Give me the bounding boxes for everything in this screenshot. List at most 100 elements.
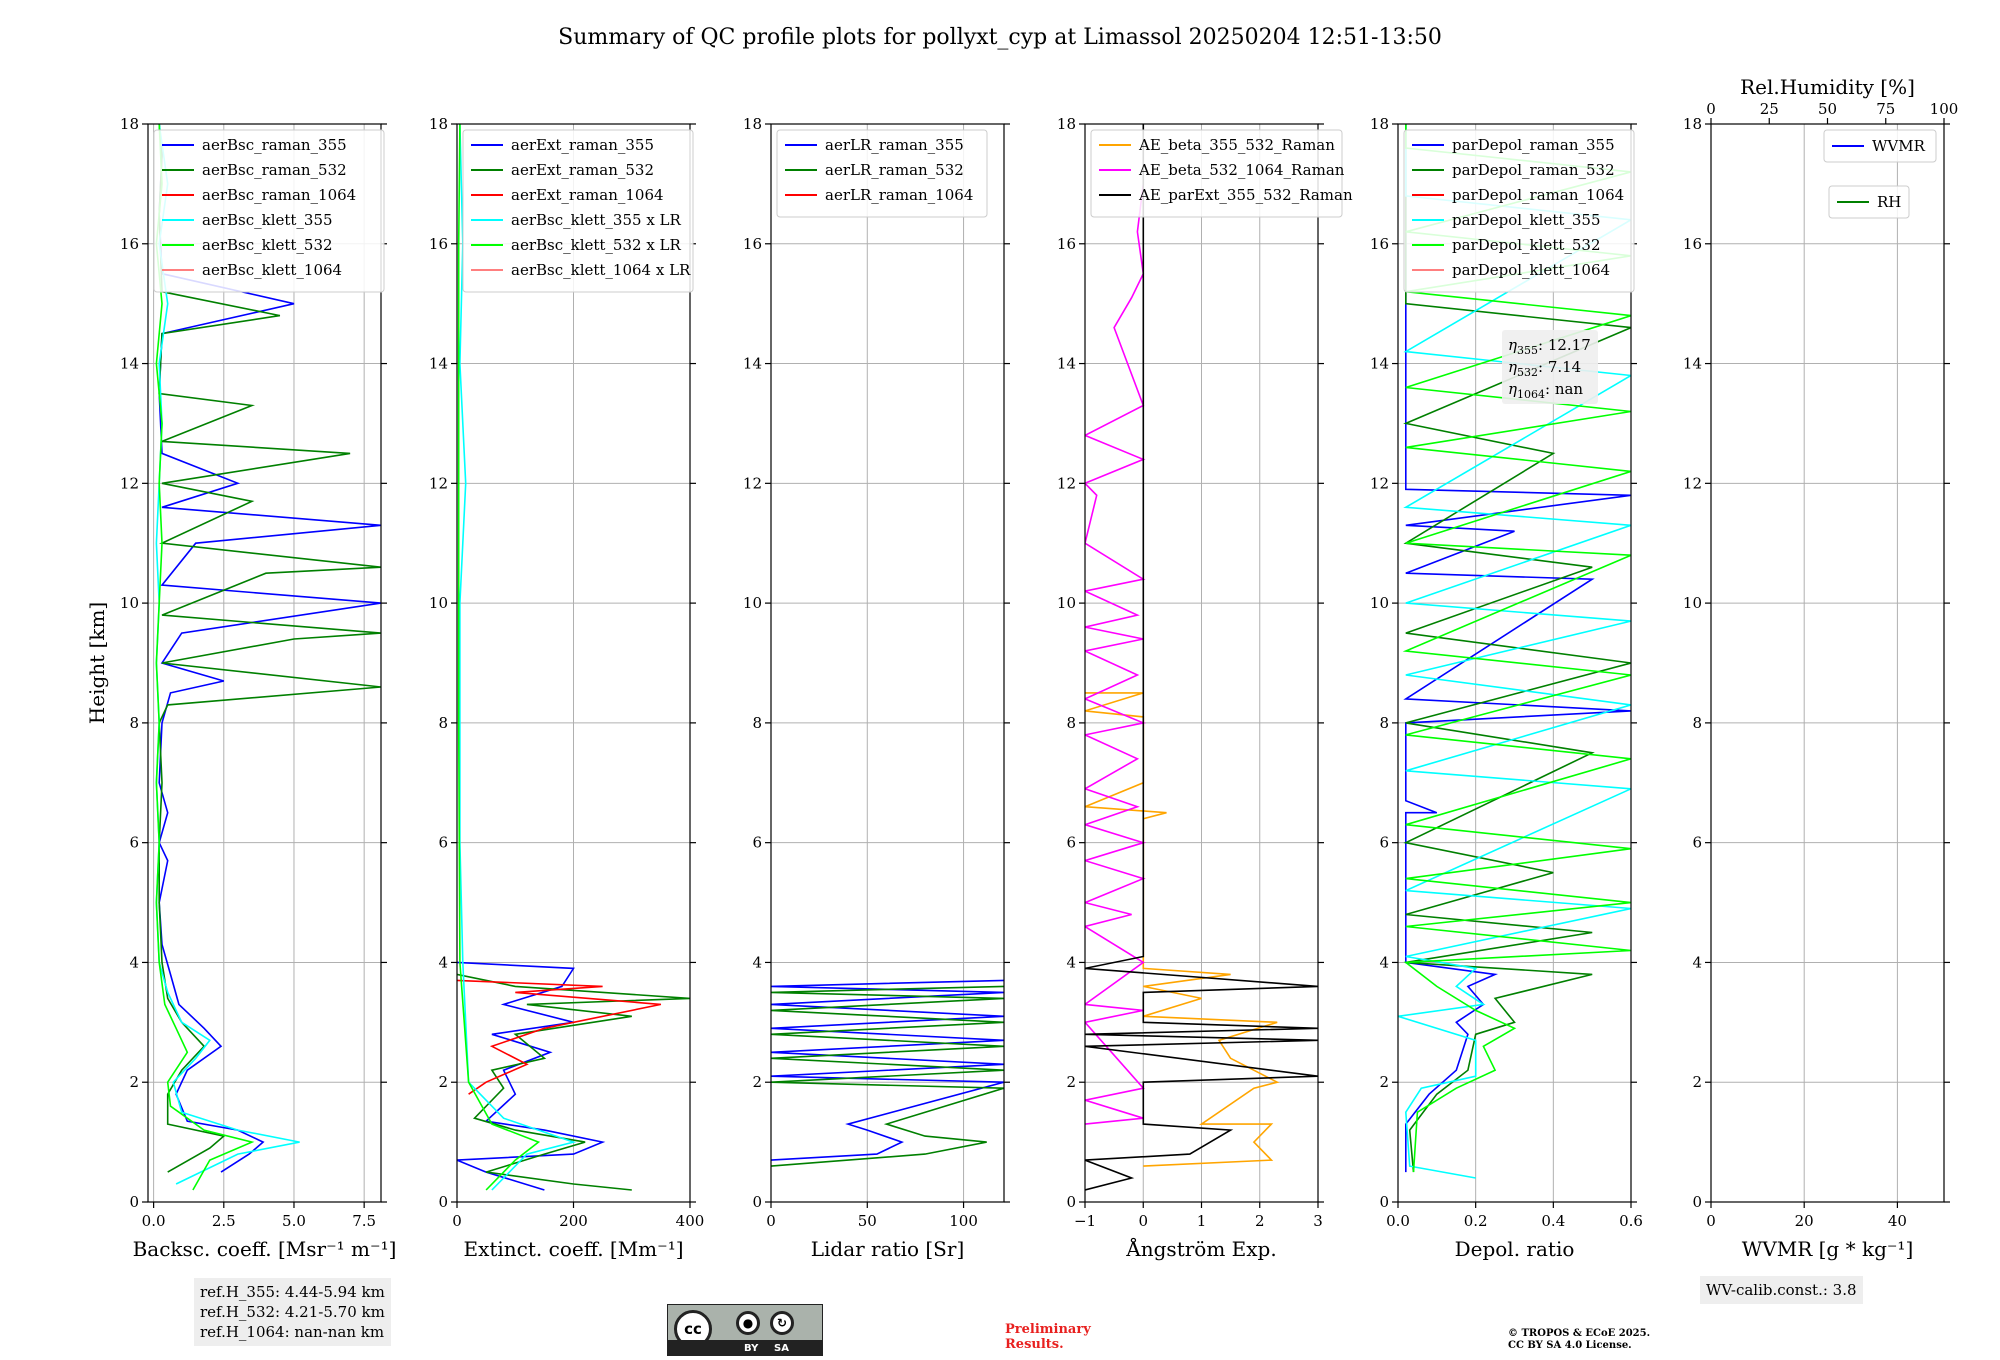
y-tick-label: 0 — [1692, 1193, 1702, 1211]
badge-strip — [668, 1340, 822, 1355]
legend-label: aerBsc_klett_1064 — [202, 261, 342, 279]
panel-ext: 0 2 4 6 8 10 12 14 16 18 0 200 400 Extinct. coeff. [M… — [429, 115, 704, 1261]
y-tick-label: 0 — [1379, 1193, 1389, 1211]
x-tick-label: 40 — [1888, 1212, 1907, 1230]
legend-label: aerExt_raman_1064 — [511, 186, 664, 204]
figure-title: Summary of QC profile plots for pollyxt_… — [558, 25, 1442, 50]
y-tick-label: 10 — [120, 594, 139, 612]
y-tick-label: 12 — [1683, 474, 1702, 492]
y-tick-label: 2 — [1692, 1073, 1702, 1091]
x-tick-label: 0.0 — [142, 1212, 166, 1230]
series-AE_parExt_355_532_Raman — [1085, 124, 1318, 1191]
y-tick-label: 18 — [120, 115, 139, 133]
x-tick-label: 0 — [452, 1212, 462, 1230]
series-parDepol_raman_355 — [1403, 124, 1631, 1173]
series-parDepol_klett_532 — [1402, 124, 1631, 1173]
top-x-tick-label: 75 — [1876, 100, 1895, 118]
x-axis-label: Lidar ratio [Sr] — [811, 1237, 965, 1261]
y-tick-label: 10 — [1370, 594, 1389, 612]
series-AE_beta_532_1064_Raman — [1085, 183, 1147, 1125]
legend-label: parDepol_klett_532 — [1452, 236, 1601, 254]
y-tick-label: 12 — [1370, 474, 1389, 492]
legend: aerLR_raman_355 aerLR_raman_532 aerLR_rama… — [776, 129, 988, 218]
legend-box — [153, 129, 385, 293]
y-tick-label: 10 — [743, 594, 762, 612]
axes-frame — [770, 123, 1005, 1203]
x-tick-label: 2 — [1255, 1212, 1265, 1230]
x-tick-label: 0 — [1138, 1212, 1148, 1230]
legend-box — [1403, 129, 1635, 293]
ref-height-355: ref.H_355: 4.44-5.94 km — [200, 1283, 385, 1301]
y-tick-label: 18 — [1683, 115, 1702, 133]
top-x-tick-label: 100 — [1930, 100, 1959, 118]
y-tick-label: 6 — [1066, 834, 1076, 852]
y-tick-label: 16 — [120, 235, 139, 253]
copyright-line-2: CC BY SA 4.0 License. — [1508, 1340, 1632, 1351]
y-tick-label: 8 — [1692, 714, 1702, 732]
x-tick-label: 0 — [1706, 1212, 1716, 1230]
ref-height-532: ref.H_532: 4.21-5.70 km — [200, 1303, 385, 1321]
legend-label: aerBsc_klett_1064 x LR — [511, 261, 691, 279]
y-tick-label: 18 — [1370, 115, 1389, 133]
ref-height-1064: ref.H_1064: nan-nan km — [200, 1323, 385, 1341]
y-tick-label: 6 — [129, 834, 139, 852]
legend-label: parDepol_klett_1064 — [1452, 261, 1610, 279]
axes-frame — [1397, 123, 1632, 1203]
legend: WVMR RH — [1823, 129, 1937, 219]
attribution-person-icon: ● — [736, 1311, 760, 1335]
eta-value: η532: 7.14 — [1508, 358, 1581, 379]
x-tick-label: 5.0 — [282, 1212, 306, 1230]
y-tick-label: 16 — [743, 235, 762, 253]
cc-license-badge: cc ● ↻ BY SA — [667, 1304, 823, 1356]
eta-value: η355: 12.17 — [1508, 336, 1591, 357]
y-tick-label: 2 — [1379, 1073, 1389, 1091]
panel-lr: 0 2 4 6 8 10 12 14 16 18 0 50 100 Lidar ratio [Sr] aer… — [743, 115, 1010, 1261]
y-tick-label: 14 — [743, 355, 762, 373]
wv-calib-constant: WV-calib.const.: 3.8 — [1706, 1281, 1857, 1299]
y-tick-label: 4 — [438, 953, 448, 971]
y-tick-label: 16 — [1057, 235, 1076, 253]
y-tick-label: 8 — [438, 714, 448, 732]
y-tick-label: 8 — [752, 714, 762, 732]
legend-label: RH — [1877, 193, 1901, 211]
series-group — [457, 124, 690, 1191]
top-x-tick-label: 0 — [1706, 100, 1716, 118]
copyright-note: © TROPOS & ECoE 2025. CC BY SA 4.0 Licen… — [1508, 1328, 1650, 1352]
y-tick-label: 4 — [129, 953, 139, 971]
legend-label: aerBsc_raman_355 — [202, 136, 347, 154]
series-AE_beta_355_532_Raman — [1085, 692, 1280, 1167]
y-tick-label: 18 — [743, 115, 762, 133]
reference-height-box: ref.H_355: 4.44-5.94 km ref.H_532: 4.21-… — [194, 1278, 391, 1346]
x-axis-label: Extinct. coeff. [Mm⁻¹] — [463, 1237, 683, 1261]
y-tick-label: 14 — [120, 355, 139, 373]
legend: aerExt_raman_355 aerExt_raman_532 aerExt_r… — [462, 129, 694, 293]
preliminary-line-2: Results. — [1005, 1337, 1064, 1352]
x-tick-label: −1 — [1074, 1212, 1096, 1230]
y-tick-label: 18 — [429, 115, 448, 133]
series-group — [1085, 124, 1318, 1191]
x-tick-label: 0.2 — [1464, 1212, 1488, 1230]
legend: parDepol_raman_355 parDepol_raman_532 parD… — [1403, 129, 1635, 293]
legend-label: aerLR_raman_1064 — [825, 186, 973, 204]
x-axis-label: Backsc. coeff. [Msr⁻¹ m⁻¹] — [133, 1237, 397, 1261]
y-tick-label: 6 — [752, 834, 762, 852]
series-aerExt_raman_532 — [457, 973, 690, 1191]
y-tick-label: 2 — [1066, 1073, 1076, 1091]
y-tick-label: 14 — [1683, 355, 1702, 373]
legend-label: aerExt_raman_532 — [511, 161, 654, 179]
panel-depol: 0 2 4 6 8 10 12 14 16 18 0.0 0.2 0.4 0.6 Depol. ratio p… — [1370, 115, 1643, 1261]
series-aerLR_raman_355 — [771, 979, 1004, 1161]
y-tick-label: 0 — [1066, 1193, 1076, 1211]
y-tick-label: 8 — [129, 714, 139, 732]
y-tick-label: 0 — [752, 1193, 762, 1211]
y-tick-label: 6 — [438, 834, 448, 852]
axes-frame — [1710, 123, 1945, 1203]
legend-label: aerBsc_raman_1064 — [202, 186, 356, 204]
x-tick-label: 3 — [1313, 1212, 1323, 1230]
y-tick-label: 2 — [752, 1073, 762, 1091]
legend-label: parDepol_raman_355 — [1452, 136, 1615, 154]
y-tick-label: 18 — [1057, 115, 1076, 133]
x-tick-label: 400 — [676, 1212, 705, 1230]
